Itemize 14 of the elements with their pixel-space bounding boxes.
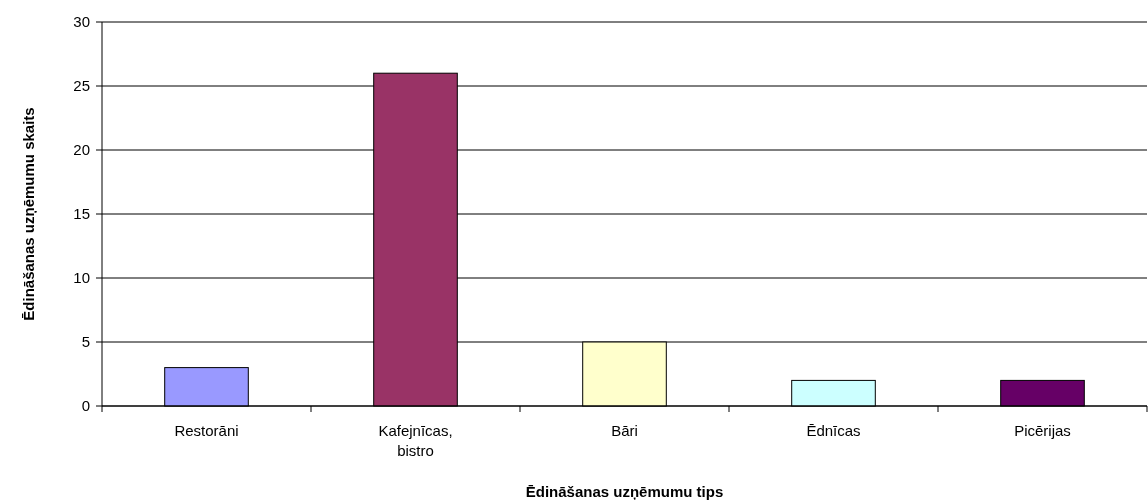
y-axis-title: Ēdināšanas uzņēmumu skaits [20, 107, 37, 321]
x-tick-label: Bāri [611, 422, 638, 439]
x-axis-title: Ēdināšanas uzņēmumu tips [525, 483, 724, 500]
x-tick-label: Ēdnīcas [806, 422, 861, 439]
y-tick-label: 25 [73, 77, 90, 95]
y-tick-label: 5 [81, 333, 90, 351]
y-tick-label: 30 [73, 13, 90, 31]
y-tick-label: 15 [73, 205, 90, 223]
y-tick-label: 20 [73, 141, 90, 159]
x-tick-label: Kafejnīcas, bistro [378, 422, 453, 459]
y-tick-label: 0 [81, 397, 90, 415]
x-tick-label: Picērijas [1014, 422, 1071, 439]
x-tick-label: Restorāni [174, 422, 239, 439]
y-tick-label: 10 [73, 269, 90, 287]
